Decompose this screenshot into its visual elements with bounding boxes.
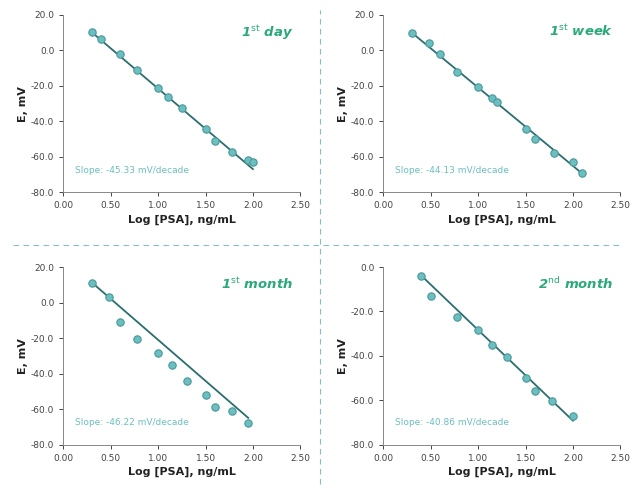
Y-axis label: E, mV: E, mV	[338, 338, 348, 374]
Point	[210, 137, 220, 145]
Point	[530, 387, 540, 395]
Y-axis label: E, mV: E, mV	[338, 85, 348, 122]
Point	[549, 149, 559, 157]
Point	[182, 377, 192, 385]
Y-axis label: E, mV: E, mV	[18, 338, 28, 374]
Point	[248, 158, 258, 166]
Point	[423, 40, 434, 47]
Text: Slope: -44.13 mV/decade: Slope: -44.13 mV/decade	[395, 165, 509, 175]
Point	[520, 374, 530, 382]
Point	[520, 125, 530, 133]
X-axis label: Log [PSA], ng/mL: Log [PSA], ng/mL	[128, 467, 235, 477]
Point	[425, 292, 436, 300]
Y-axis label: E, mV: E, mV	[18, 85, 28, 122]
Point	[501, 353, 511, 361]
Point	[87, 279, 97, 287]
Point	[210, 404, 220, 412]
Text: Slope: -45.33 mV/decade: Slope: -45.33 mV/decade	[75, 165, 189, 175]
Point	[153, 83, 163, 91]
Point	[132, 66, 142, 74]
Point	[163, 92, 173, 100]
Point	[243, 157, 253, 165]
X-axis label: Log [PSA], ng/mL: Log [PSA], ng/mL	[128, 214, 235, 225]
Point	[132, 335, 142, 343]
Point	[167, 361, 177, 369]
Text: 1$^{\mathrm{st}}$ week: 1$^{\mathrm{st}}$ week	[549, 24, 613, 40]
Point	[547, 397, 557, 405]
Point	[406, 29, 417, 37]
Point	[492, 98, 502, 106]
Text: 1$^{\mathrm{st}}$ month: 1$^{\mathrm{st}}$ month	[221, 276, 293, 291]
Point	[577, 169, 587, 177]
Point	[435, 50, 445, 58]
Point	[452, 313, 462, 321]
Point	[177, 104, 187, 112]
Point	[568, 158, 578, 166]
Text: 2$^{\mathrm{nd}}$ month: 2$^{\mathrm{nd}}$ month	[538, 276, 613, 292]
Point	[243, 419, 253, 427]
Text: Slope: -46.22 mV/decade: Slope: -46.22 mV/decade	[75, 418, 189, 427]
Point	[153, 349, 163, 357]
Point	[201, 125, 211, 133]
Point	[227, 407, 237, 415]
Point	[530, 135, 540, 143]
Point	[473, 327, 483, 334]
Point	[473, 83, 483, 91]
Point	[227, 148, 237, 156]
Point	[87, 28, 97, 36]
Point	[201, 391, 211, 399]
Point	[115, 318, 125, 326]
Text: Slope: -40.86 mV/decade: Slope: -40.86 mV/decade	[395, 418, 509, 427]
Point	[416, 272, 426, 280]
X-axis label: Log [PSA], ng/mL: Log [PSA], ng/mL	[448, 467, 556, 477]
Point	[568, 412, 578, 420]
Point	[487, 341, 498, 349]
Point	[115, 50, 125, 58]
Text: 1$^{\mathrm{st}}$ day: 1$^{\mathrm{st}}$ day	[241, 24, 293, 42]
Point	[487, 94, 498, 102]
Point	[104, 293, 114, 301]
X-axis label: Log [PSA], ng/mL: Log [PSA], ng/mL	[448, 214, 556, 225]
Point	[96, 35, 106, 43]
Point	[452, 68, 462, 76]
